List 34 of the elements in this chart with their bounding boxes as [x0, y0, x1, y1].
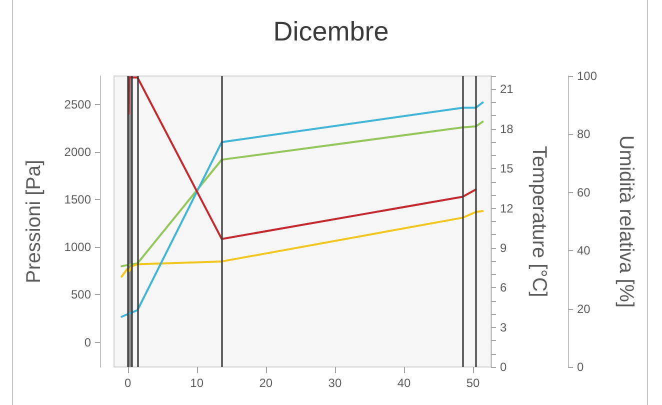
- y-tick-label: 2500: [64, 98, 92, 112]
- chart-title: Dicembre: [273, 16, 389, 46]
- y-axis-title: Pressioni [Pa]: [23, 160, 45, 284]
- y3-tick-label: 100: [577, 69, 598, 83]
- y-tick-label: 1000: [64, 240, 92, 254]
- line-series: [120, 120, 484, 268]
- line-series: [120, 101, 484, 318]
- y3-tick-label: 80: [577, 127, 591, 142]
- line-series: [128, 76, 477, 240]
- y2-tick-label: 15: [500, 162, 514, 176]
- y2-tick-label: 12: [500, 201, 514, 216]
- y2-tick-label: 9: [500, 240, 507, 255]
- x-tick-label: 0: [124, 376, 132, 390]
- y-tick-label: 500: [70, 288, 92, 302]
- x-tick-label: 40: [397, 376, 411, 390]
- y-tick-label: 1500: [64, 192, 92, 207]
- y2-axis-title: Temperature [°C]: [528, 146, 550, 298]
- y2-tick-label: 21: [500, 82, 514, 96]
- y2-tick-label: 0: [500, 360, 507, 374]
- y3-tick-label: 0: [577, 360, 584, 374]
- y3-tick-label: 40: [577, 244, 591, 258]
- y2-tick-label: 3: [500, 320, 507, 334]
- x-tick-label: 10: [190, 376, 204, 390]
- line-series: [120, 210, 484, 278]
- x-tick-label: 50: [466, 376, 480, 390]
- x-tick-label: 20: [259, 376, 273, 390]
- y3-axis-title: Umidità relativa [%]: [615, 135, 637, 308]
- y-tick-label: 0: [84, 335, 92, 350]
- y2-tick-label: 6: [500, 280, 507, 295]
- y3-tick-label: 20: [577, 302, 591, 316]
- y2-tick-label: 18: [500, 122, 514, 136]
- y3-tick-label: 60: [577, 185, 591, 200]
- y-tick-label: 2000: [64, 145, 92, 160]
- x-tick-label: 30: [328, 376, 342, 390]
